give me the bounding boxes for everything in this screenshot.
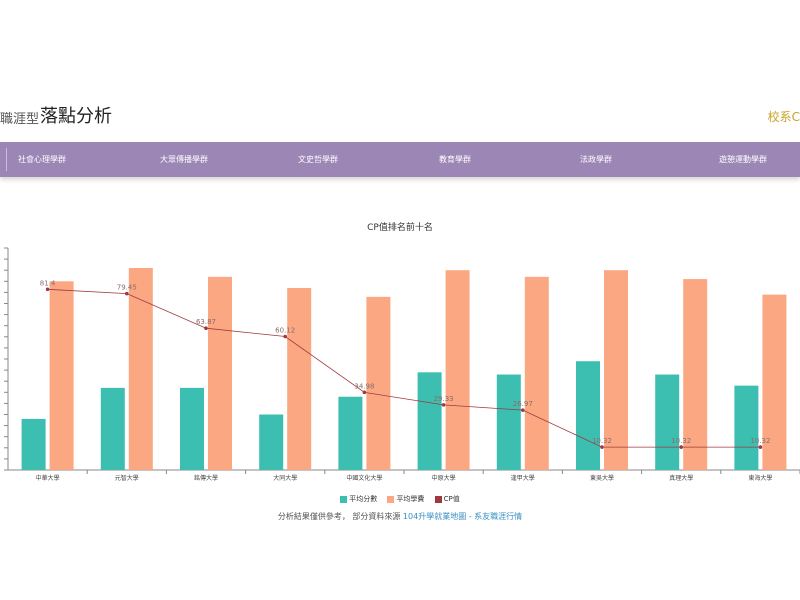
x-tick-label: 大同大學 xyxy=(273,474,297,482)
tab-divider xyxy=(6,148,7,171)
bar-tuition xyxy=(604,270,628,470)
tab-law-politics[interactable]: 法政學群 xyxy=(580,155,612,164)
legend-swatch-cp xyxy=(434,495,442,503)
bar-score xyxy=(180,387,204,470)
bar-score xyxy=(259,414,284,470)
page-title: 落點分析 xyxy=(40,106,112,127)
legend-swatch-score xyxy=(340,495,348,503)
bar-score xyxy=(496,374,521,470)
x-tick-label: 元智大學 xyxy=(115,474,139,482)
cp-data-label: 29.33 xyxy=(434,395,454,403)
source-note: 分析結果僅供參考， 部分資料來源 104升學就業地圖 - 系友職涯行情 xyxy=(0,511,800,522)
cp-data-label: 10.32 xyxy=(671,437,691,445)
category-tab-bar: 社會心理學群 大眾傳播學群 文史哲學群 教育學群 法政學群 遊憩運動學群 xyxy=(0,142,800,177)
tab-social-psychology[interactable]: 社會心理學群 xyxy=(18,155,66,164)
cp-point xyxy=(204,326,208,331)
page-header: 職涯型 落點分析 校系C xyxy=(0,98,800,134)
bar-score xyxy=(655,374,680,470)
x-tick-label: 中華大學 xyxy=(36,474,60,482)
bar-score xyxy=(21,418,46,470)
tab-mass-communication[interactable]: 大眾傳播學群 xyxy=(160,155,208,164)
bar-tuition xyxy=(366,296,391,470)
cp-point xyxy=(125,291,129,296)
x-tick-label: 逢甲大學 xyxy=(511,474,535,482)
cp-data-label: 81.4 xyxy=(40,279,56,287)
cp-point xyxy=(441,403,446,407)
bar-tuition xyxy=(128,267,153,470)
x-tick-label: 中國文化大學 xyxy=(346,474,382,482)
cp-point xyxy=(758,445,763,449)
tab-recreation-sports[interactable]: 遊憩運動學群 xyxy=(719,155,767,164)
bar-score xyxy=(417,372,442,470)
source-link[interactable]: 104升學就業地圖 - 系友職涯行情 xyxy=(402,512,523,521)
bar-tuition xyxy=(762,294,787,470)
x-tick-label: 東吳大學 xyxy=(590,474,614,482)
cp-data-label: 10.32 xyxy=(592,437,612,445)
legend-label-tuition: 平均學費 xyxy=(396,495,425,503)
source-note-text: 分析結果僅供參考， 部分資料來源 xyxy=(277,512,401,521)
cp-point xyxy=(521,408,525,412)
cp-point xyxy=(362,390,367,395)
bar-tuition xyxy=(49,281,74,470)
cp-point xyxy=(283,334,288,339)
legend-item-score[interactable]: 平均分數 xyxy=(340,494,377,504)
bar-tuition xyxy=(524,276,549,470)
school-link[interactable]: 校系C xyxy=(767,110,800,124)
cp-data-label: 63.87 xyxy=(196,318,216,326)
bar-tuition xyxy=(287,287,312,470)
cp-point xyxy=(45,287,50,292)
bar-score xyxy=(576,361,600,470)
cp-data-label: 26.97 xyxy=(513,400,533,408)
page-title-prefix: 職涯型 xyxy=(0,112,40,127)
tab-humanities[interactable]: 文史哲學群 xyxy=(298,155,338,164)
tab-education[interactable]: 教育學群 xyxy=(439,155,471,164)
cp-data-label: 60.12 xyxy=(275,327,295,335)
x-tick-label: 東海大學 xyxy=(748,474,772,482)
x-tick-label: 銘傳大學 xyxy=(194,474,218,482)
legend-item-cp[interactable]: CP值 xyxy=(434,494,460,504)
bar-score xyxy=(734,385,759,470)
bar-tuition xyxy=(445,270,470,470)
cp-data-label: 34.98 xyxy=(354,382,374,390)
legend-label-cp: CP值 xyxy=(443,495,460,503)
cp-point xyxy=(600,445,604,449)
cp-line xyxy=(47,288,761,448)
legend-swatch-tuition xyxy=(387,495,395,503)
cp-data-label: 10.32 xyxy=(750,437,770,445)
bar-score xyxy=(338,396,363,470)
bar-tuition xyxy=(208,276,232,470)
cp-data-label: 79.45 xyxy=(117,284,137,292)
x-tick-label: 真理大學 xyxy=(669,474,693,482)
x-tick-label: 中原大學 xyxy=(432,474,456,482)
legend-item-tuition[interactable]: 平均學費 xyxy=(387,494,424,504)
cp-point xyxy=(679,445,683,449)
chart-title: CP值排名前十名 xyxy=(367,223,433,233)
cp-ranking-chart: 中華大學 元智大學 銘傳大學 大同大學 中國文化大學 中原大學 逢甲大學 東吳大學 真理大學 東海… xyxy=(4,247,800,482)
chart-legend: 平均分數 平均學費 CP值 xyxy=(0,494,800,504)
bar-tuition xyxy=(683,279,708,470)
bar-score xyxy=(100,387,125,470)
legend-label-score: 平均分數 xyxy=(349,495,378,503)
